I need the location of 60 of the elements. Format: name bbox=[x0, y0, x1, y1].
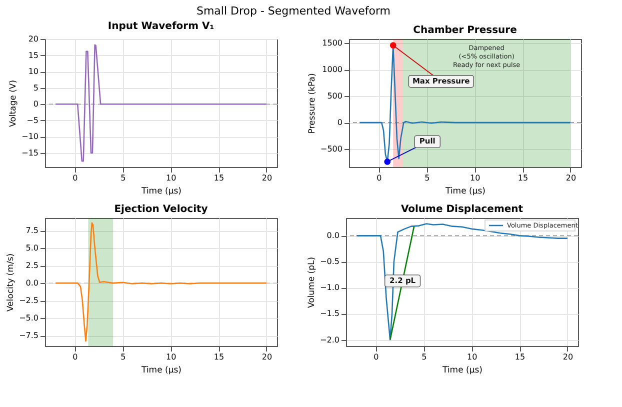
y-tick-label: −500 bbox=[320, 144, 342, 154]
y-tick-label: −0.5 bbox=[320, 257, 340, 266]
y-axis-title: Velocity (m/s) bbox=[6, 253, 16, 312]
y-tick-label: 5 bbox=[33, 83, 38, 92]
x-axis-title: Time (µs) bbox=[444, 186, 486, 196]
y-tick-label: −15 bbox=[22, 148, 38, 158]
y-tick-label: 10 bbox=[28, 67, 38, 76]
x-tick-label: 5 bbox=[422, 352, 427, 362]
y-axis-title: Voltage (V) bbox=[8, 80, 19, 128]
y-tick-label: 1500 bbox=[322, 38, 342, 48]
x-tick-label: 20 bbox=[262, 352, 272, 362]
x-tick-label: 20 bbox=[262, 174, 272, 182]
y-tick-label: 0 bbox=[33, 100, 38, 109]
x-axis-title: Time (µs) bbox=[140, 366, 182, 376]
line-series bbox=[54, 222, 268, 342]
x-tick-label: 15 bbox=[514, 352, 526, 362]
x-axis-title: Time (µs) bbox=[442, 366, 482, 376]
x-tick-label: 10 bbox=[166, 352, 176, 362]
y-tick-label: −10 bbox=[22, 132, 38, 142]
y-tick-label: 500 bbox=[327, 92, 342, 101]
chart-title: Input Waveform V₁ bbox=[108, 21, 214, 32]
x-tick-label: 20 bbox=[562, 352, 574, 362]
x-tick-label: 5 bbox=[120, 352, 126, 362]
line-series bbox=[54, 44, 268, 162]
x-tick-label: 10 bbox=[470, 174, 480, 182]
y-axis-title: Volume (pL) bbox=[307, 256, 318, 308]
y-tick-label: 5.0 bbox=[26, 244, 38, 253]
y-tick-label: −1.0 bbox=[320, 283, 340, 292]
x-tick-label: 10 bbox=[466, 352, 478, 362]
x-tick-label: 5 bbox=[120, 174, 126, 182]
x-tick-label: 0 bbox=[72, 174, 78, 182]
y-tick-label: 2.5 bbox=[26, 261, 38, 270]
y-tick-label: −2.0 bbox=[320, 335, 340, 344]
y-tick-label: 1000 bbox=[322, 65, 342, 74]
chart-title: Chamber Pressure bbox=[413, 25, 518, 36]
chart-title: Volume Displacement bbox=[400, 204, 524, 215]
y-tick-label: −2.5 bbox=[19, 296, 38, 306]
x-tick-label: 15 bbox=[518, 174, 528, 182]
y-tick-label: 0 bbox=[337, 118, 342, 128]
y-tick-label: −5.0 bbox=[19, 314, 38, 323]
y-tick-label: 0.0 bbox=[326, 231, 340, 240]
x-tick-label: 0 bbox=[374, 352, 379, 362]
x-tick-label: 15 bbox=[214, 174, 224, 182]
x-tick-label: 5 bbox=[424, 174, 430, 182]
chart-title: Ejection Velocity bbox=[114, 204, 208, 215]
y-tick-label: −1.5 bbox=[320, 309, 340, 318]
y-tick-label: 15 bbox=[28, 50, 38, 60]
y-tick-label: 20 bbox=[28, 34, 38, 44]
y-tick-label: −7.5 bbox=[19, 331, 38, 340]
x-tick-label: 15 bbox=[214, 352, 224, 362]
y-tick-label: 7.5 bbox=[26, 226, 38, 236]
x-tick-label: 20 bbox=[566, 174, 576, 182]
y-axis-title: Pressure (kPa) bbox=[308, 73, 318, 134]
x-tick-label: 10 bbox=[166, 174, 176, 182]
y-tick-label: 0.0 bbox=[26, 278, 38, 288]
text: Small Drop - Segmented Waveform bbox=[196, 4, 391, 18]
x-axis-title: Time (µs) bbox=[140, 186, 182, 196]
x-tick-label: 0 bbox=[72, 352, 78, 362]
y-tick-label: −5 bbox=[26, 116, 38, 125]
x-tick-label: 0 bbox=[376, 174, 382, 182]
